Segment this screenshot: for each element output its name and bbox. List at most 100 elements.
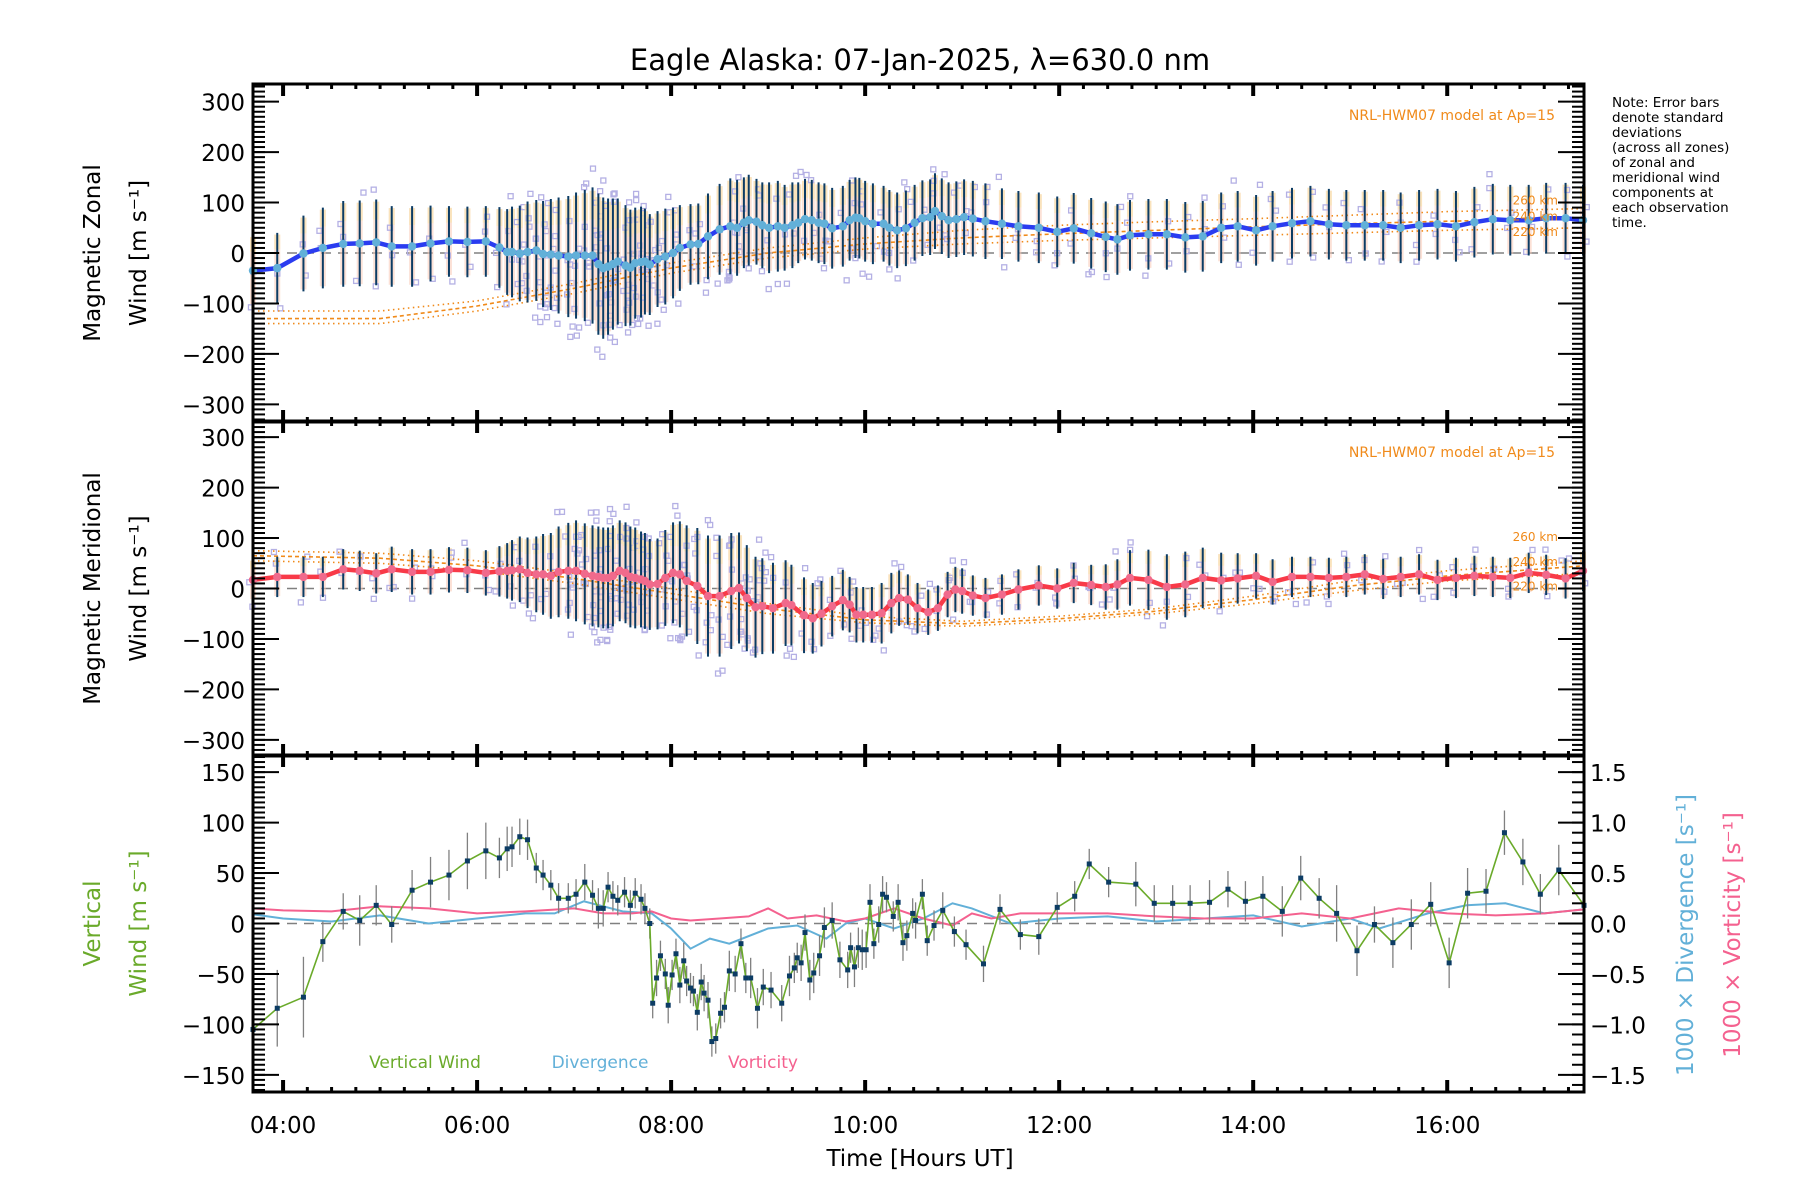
vertical-wind-point bbox=[504, 846, 510, 852]
zone-sample-point bbox=[610, 277, 618, 284]
zone-sample-point bbox=[995, 173, 1002, 181]
mean-wind-point bbox=[742, 593, 751, 603]
zone-sample-point bbox=[1378, 258, 1385, 265]
vertical-wind-point bbox=[1298, 875, 1304, 881]
mean-wind-point bbox=[773, 222, 783, 231]
vertical-wind-point bbox=[837, 957, 843, 963]
zone-sample-point bbox=[575, 324, 583, 331]
mean-wind-point bbox=[1287, 572, 1297, 582]
vertical-wind-point bbox=[851, 964, 857, 970]
vertical-wind-point bbox=[320, 939, 326, 945]
vertical-wind-point bbox=[760, 984, 766, 990]
vertical-wind-point bbox=[743, 975, 749, 981]
zone-sample-point bbox=[1303, 599, 1310, 606]
mean-wind-point bbox=[1378, 574, 1388, 584]
zone-sample-point bbox=[369, 575, 376, 582]
zone-sample-point bbox=[1106, 596, 1113, 603]
zone-sample-point bbox=[880, 647, 887, 654]
zone-sample-point bbox=[901, 179, 908, 186]
vertical-wind-point bbox=[509, 844, 515, 850]
mean-wind-point bbox=[852, 610, 861, 619]
vertical-wind-point bbox=[665, 1002, 671, 1008]
mean-wind-point bbox=[913, 603, 922, 613]
mean-wind-point bbox=[877, 609, 886, 618]
zone-sample-point bbox=[1396, 199, 1403, 206]
mean-wind-point bbox=[1506, 216, 1515, 225]
zone-sample-point bbox=[599, 353, 606, 360]
zone-sample-point bbox=[941, 171, 948, 178]
zone-sample-point bbox=[605, 290, 613, 298]
zone-sample-point bbox=[596, 188, 604, 195]
zone-sample-point bbox=[564, 291, 571, 298]
zone-sample-point bbox=[792, 172, 800, 179]
mean-wind-point bbox=[997, 590, 1007, 599]
y-tick-label: −100 bbox=[182, 1013, 245, 1039]
zone-sample-point bbox=[1381, 588, 1388, 595]
mean-wind-point bbox=[299, 249, 308, 258]
vertical-wind-point bbox=[754, 1005, 760, 1011]
y-tick-label: −300 bbox=[182, 393, 245, 419]
zone-sample-point bbox=[412, 279, 420, 286]
mean-wind-point bbox=[1034, 581, 1043, 590]
mean-wind-point bbox=[1216, 223, 1226, 232]
zone-sample-point bbox=[725, 273, 733, 280]
vertical-wind-point bbox=[883, 894, 889, 900]
zone-sample-point bbox=[610, 198, 618, 205]
mean-wind-point bbox=[1433, 575, 1442, 585]
zone-sample-point bbox=[918, 592, 925, 599]
y-tick-label: 0 bbox=[230, 913, 245, 939]
zone-sample-point bbox=[910, 257, 917, 264]
vertical-wind-point bbox=[533, 865, 539, 871]
mean-wind-point bbox=[653, 579, 662, 589]
zone-sample-point bbox=[904, 186, 911, 193]
mean-wind-point bbox=[1541, 570, 1551, 580]
zone-sample-point bbox=[675, 300, 682, 307]
y-tick-label: 200 bbox=[201, 477, 245, 503]
mean-wind-point bbox=[546, 250, 556, 259]
vertical-wind-point bbox=[638, 896, 644, 902]
vertical-wind-point bbox=[721, 1004, 727, 1010]
x-tick-label: 04:00 bbox=[250, 1113, 316, 1139]
vertical-wind-point bbox=[705, 997, 711, 1003]
mean-wind-point bbox=[1014, 222, 1023, 231]
mean-wind-point bbox=[444, 237, 454, 246]
zone-sample-point bbox=[543, 314, 551, 321]
mean-wind-point bbox=[481, 237, 491, 246]
vertical-wind-point bbox=[1260, 893, 1266, 899]
zone-sample-point bbox=[537, 318, 544, 326]
zone-sample-point bbox=[865, 273, 873, 280]
zone-sample-point bbox=[1216, 608, 1223, 615]
vertical-wind-point bbox=[428, 879, 434, 885]
y-tick-label: 100 bbox=[201, 812, 245, 838]
zone-sample-point bbox=[1310, 254, 1317, 261]
x-tick-label: 12:00 bbox=[1026, 1113, 1092, 1139]
zone-sample-point bbox=[872, 632, 879, 639]
zone-sample-point bbox=[632, 190, 640, 198]
zone-sample-point bbox=[1508, 209, 1515, 216]
mean-wind-point bbox=[859, 610, 868, 619]
mean-wind-point bbox=[764, 223, 774, 232]
zone-sample-point bbox=[926, 580, 934, 588]
vertical-wind-point bbox=[647, 921, 653, 926]
zone-sample-point bbox=[702, 289, 710, 296]
mean-wind-point bbox=[693, 581, 702, 591]
mean-wind-point bbox=[463, 566, 472, 575]
vertical-wind-point bbox=[1371, 922, 1377, 928]
mean-wind-point bbox=[1086, 229, 1096, 238]
mean-wind-point bbox=[951, 585, 960, 594]
mean-wind-point bbox=[1414, 570, 1424, 579]
zone-sample-point bbox=[786, 645, 794, 652]
altitude-label: 260 km bbox=[1513, 194, 1558, 208]
zone-sample-point bbox=[492, 588, 499, 595]
mean-wind-point bbox=[715, 591, 724, 601]
mean-wind-point bbox=[1287, 219, 1297, 228]
mean-wind-point bbox=[1524, 568, 1533, 578]
vertical-wind-point bbox=[1537, 891, 1543, 897]
zone-sample-point bbox=[1419, 595, 1426, 603]
vertical-wind-point bbox=[590, 892, 596, 898]
zone-sample-point bbox=[808, 638, 815, 645]
vertical-wind-point bbox=[1170, 900, 1176, 906]
zone-sample-point bbox=[483, 213, 491, 220]
vertical-wind-point bbox=[701, 990, 707, 996]
zone-sample-point bbox=[848, 635, 855, 642]
